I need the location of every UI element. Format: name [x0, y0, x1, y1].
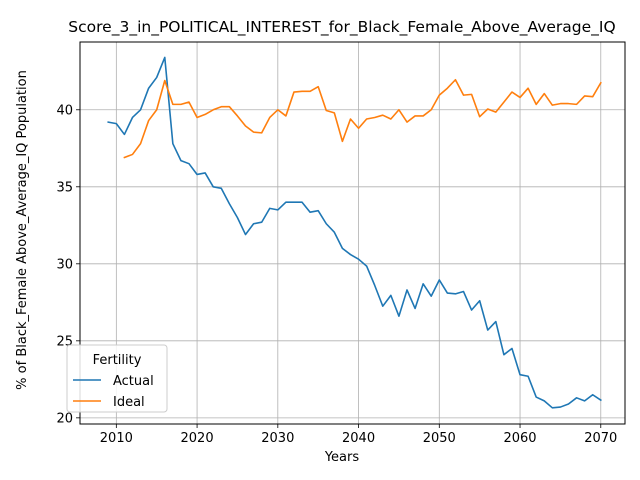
y-axis-label: % of Black_Female Above_Average_IQ Popul… — [15, 70, 30, 390]
x-tick-label: 2030 — [261, 431, 294, 446]
x-axis-ticks: 2010 2020 2030 2040 2050 2060 2070 — [100, 424, 617, 446]
series-line-ideal — [123, 78, 602, 159]
legend-label-actual: Actual — [113, 374, 154, 389]
y-tick-label: 35 — [56, 180, 73, 195]
x-tick-label: 2010 — [100, 431, 133, 446]
x-tick-label: 2020 — [181, 431, 214, 446]
series-lines — [107, 56, 602, 409]
legend-box — [66, 344, 168, 413]
y-tick-label: 40 — [56, 103, 73, 118]
x-tick-label: 2040 — [342, 431, 375, 446]
series-line-actual — [107, 56, 602, 409]
x-axis-label: Years — [324, 450, 360, 465]
y-tick-label: 30 — [56, 257, 73, 272]
legend-title: Fertility — [93, 353, 142, 368]
legend-label-ideal: Ideal — [113, 395, 145, 410]
x-tick-label: 2070 — [584, 431, 617, 446]
y-tick-label: 20 — [56, 411, 73, 426]
chart-title: Score_3_in_POLITICAL_INTEREST_for_Black_… — [68, 18, 615, 37]
x-tick-label: 2060 — [503, 431, 536, 446]
x-tick-label: 2050 — [423, 431, 456, 446]
gridlines — [80, 42, 625, 424]
legend: Fertility Actual Ideal — [66, 344, 168, 413]
plot-frame — [79, 41, 626, 425]
